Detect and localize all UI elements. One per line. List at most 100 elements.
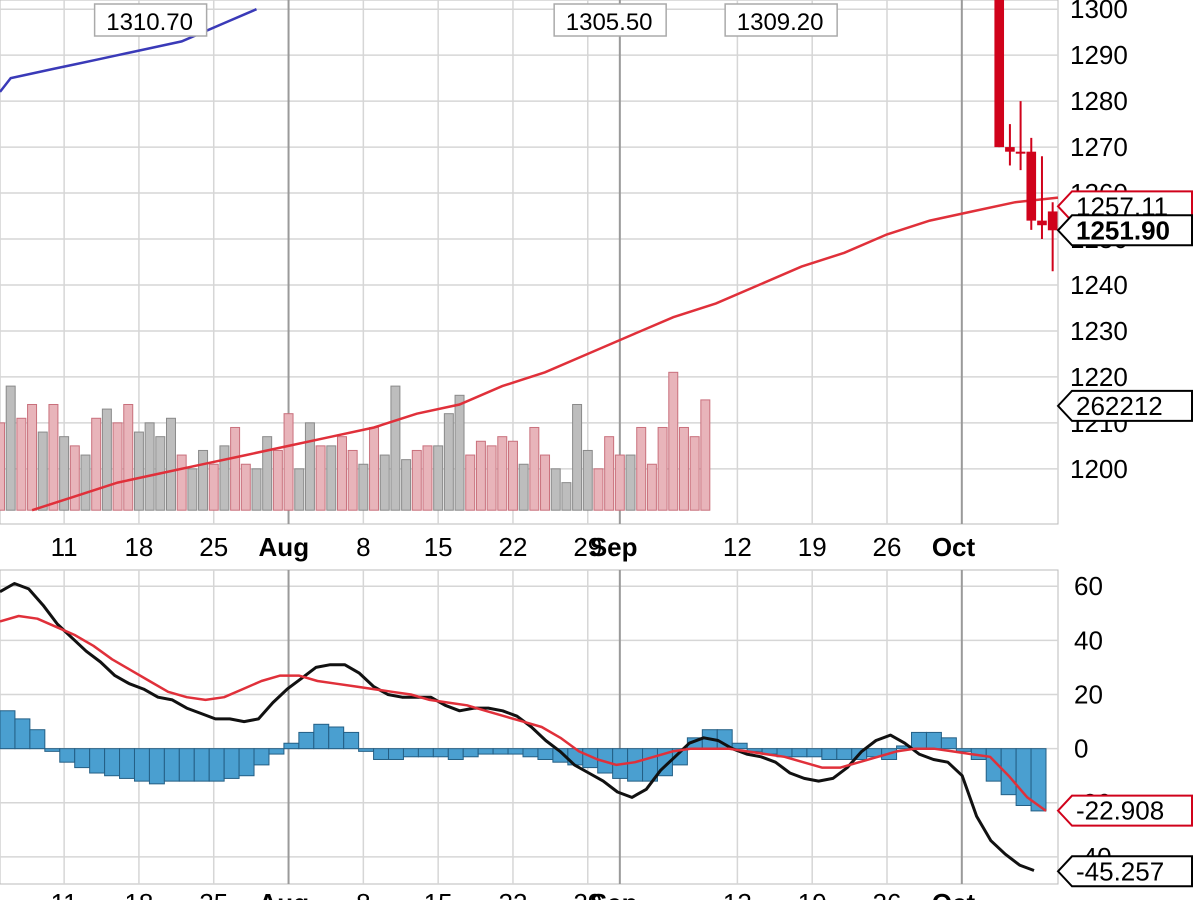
annotation-box xyxy=(553,3,667,37)
macd-histogram-bar xyxy=(89,748,106,774)
price-tick-label: 1270 xyxy=(1070,132,1128,162)
macd-histogram-bar xyxy=(14,718,31,750)
candle-body xyxy=(994,0,1005,148)
red-moving-average-line xyxy=(31,196,1059,512)
macd-histogram-bar xyxy=(911,731,927,750)
macd-histogram-bar xyxy=(119,748,135,779)
macd-x-tick-label: Oct xyxy=(932,888,976,900)
volume-bar xyxy=(572,403,583,511)
macd-histogram-bar xyxy=(477,748,494,755)
macd-line xyxy=(0,582,1035,872)
macd-histogram-bar xyxy=(59,748,76,763)
volume-bar xyxy=(475,440,486,511)
macd-x-tick-label: 12 xyxy=(723,888,752,900)
macd-x-tick-label: 25 xyxy=(199,888,228,900)
macd-histogram-bar xyxy=(178,748,195,782)
volume-bar xyxy=(5,385,16,511)
volume-bar xyxy=(390,385,401,511)
price-x-tick-label: Aug xyxy=(259,532,310,562)
price-tick-label: 1230 xyxy=(1070,316,1128,346)
volume-bar xyxy=(208,463,219,511)
macd-histogram-bar xyxy=(313,723,330,750)
macd-histogram-bar xyxy=(133,748,150,782)
volume-bar xyxy=(689,436,700,511)
peak-annotations: 1310.70 1305.50 1309.20 xyxy=(93,3,838,37)
volume-bar xyxy=(497,436,508,511)
macd-histogram-bar xyxy=(148,748,165,785)
annotation-label: 1310.70 xyxy=(106,9,193,36)
macd-histogram-bar xyxy=(492,748,509,755)
volume-bar xyxy=(123,403,134,511)
price-tag-box xyxy=(1056,389,1193,422)
macd-histogram-bar xyxy=(0,710,16,750)
volume-bar xyxy=(636,426,647,511)
macd-histogram-bar xyxy=(432,748,449,758)
volume-bar xyxy=(593,468,604,511)
volume-bar xyxy=(347,449,358,511)
macd-histogram-bar xyxy=(29,729,46,750)
volume-bar xyxy=(272,449,283,511)
volume-bar xyxy=(507,440,518,511)
volume-bar xyxy=(518,463,529,511)
volume-bars xyxy=(0,371,711,511)
macd-histogram-bar xyxy=(627,748,644,782)
price-x-tick-label: 25 xyxy=(199,532,228,562)
volume-bar xyxy=(582,449,593,511)
blue-moving-average-line xyxy=(0,8,257,93)
volume-bar xyxy=(540,454,551,511)
macd-histogram-bar xyxy=(253,748,270,766)
macd-x-tick-label: 11 xyxy=(51,888,78,900)
macd-histogram-bar xyxy=(417,748,434,758)
volume-bar xyxy=(433,445,444,511)
macd-histogram-bar xyxy=(821,748,838,760)
volume-bar xyxy=(454,394,465,511)
macd-histogram-bar xyxy=(193,748,210,782)
macd-histogram-bar xyxy=(373,748,390,760)
price-x-tick-label: 29 xyxy=(573,532,602,562)
volume-bar xyxy=(625,454,636,511)
candle-body xyxy=(1047,211,1058,231)
annotation-label: 1309.20 xyxy=(737,9,824,36)
annotation-label: 1305.50 xyxy=(566,9,653,36)
macd-tick-label: 20 xyxy=(1074,680,1103,710)
price-x-tick-label: 15 xyxy=(424,532,453,562)
macd-histogram-bar xyxy=(223,748,240,779)
price-x-tick-label: 12 xyxy=(723,532,752,562)
macd-histogram-bar xyxy=(462,748,479,758)
volume-bar xyxy=(69,445,80,511)
macd-histogram-bar xyxy=(343,731,360,750)
volume-bar xyxy=(326,445,337,511)
macd-x-tick-label: 8 xyxy=(356,888,370,900)
volume-bar xyxy=(219,445,230,511)
volume-bar xyxy=(166,417,176,511)
macd-x-tick-label: 19 xyxy=(798,888,827,900)
macd-histogram-bar xyxy=(283,742,300,750)
volume-bar xyxy=(358,463,369,511)
macd-histogram-bar xyxy=(925,731,942,750)
macd-tick-label: 60 xyxy=(1074,571,1103,601)
macd-lines xyxy=(0,582,1047,872)
price-tick-label: 1280 xyxy=(1070,86,1128,116)
macd-x-tick-label: Aug xyxy=(259,888,310,900)
price-tick-label: 1240 xyxy=(1070,270,1128,300)
volume-bar xyxy=(283,413,294,511)
macd-histogram-bar xyxy=(238,748,255,777)
volume-bar xyxy=(48,403,59,511)
volume-bar xyxy=(198,449,209,511)
volume-bar xyxy=(230,426,241,511)
macd-histogram-bar xyxy=(268,748,285,755)
volume-bar xyxy=(411,449,422,511)
macd-histogram-bar xyxy=(522,748,539,758)
volume-bar xyxy=(262,436,273,511)
volume-bar xyxy=(379,454,390,511)
macd-histogram-bar xyxy=(836,748,853,760)
volume-bar xyxy=(668,371,679,511)
volume-bar xyxy=(133,431,144,511)
volume-bar xyxy=(144,422,155,511)
volume-bar xyxy=(240,463,251,511)
macd-histogram-bar xyxy=(104,748,121,777)
price-plot-area xyxy=(0,0,1059,525)
macd-histogram-bar xyxy=(328,726,345,750)
price-panel-grid xyxy=(0,0,1059,525)
